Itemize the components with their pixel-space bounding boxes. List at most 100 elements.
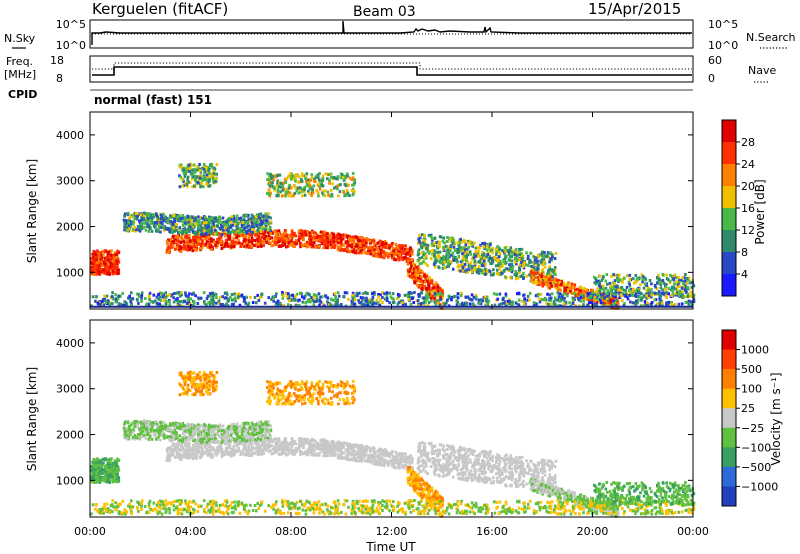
scatter-cell (209, 237, 213, 241)
scatter-cell (611, 294, 615, 298)
scatter-cell (672, 277, 675, 281)
scatter-cell (658, 280, 662, 284)
scatter-cell (250, 237, 254, 240)
scatter-cell (406, 268, 410, 272)
scatter-cell (431, 237, 434, 240)
scatter-cell (204, 215, 207, 219)
scatter-cell (593, 302, 596, 306)
scatter-cell (253, 219, 256, 223)
scatter-cell (195, 248, 198, 252)
scatter-cell (311, 191, 315, 195)
scatter-cell (132, 227, 135, 231)
scatter-cell (596, 287, 599, 291)
scatter-cell (91, 252, 94, 256)
scatter-cell (203, 237, 207, 241)
scatter-cell (372, 302, 375, 306)
scatter-cell (593, 275, 596, 279)
scatter-cell (174, 222, 178, 226)
scatter-cell (410, 258, 414, 262)
scatter-cell (538, 297, 541, 301)
scatter-cell (669, 273, 672, 277)
scatter-cell (151, 213, 155, 217)
scatter-cell (644, 278, 647, 282)
scatter-cell (554, 284, 557, 288)
scatter-cell (539, 278, 542, 281)
scatter-cell (646, 285, 650, 289)
scatter-cell (591, 288, 594, 292)
scatter-cell (223, 291, 227, 295)
scatter-cell (353, 190, 356, 194)
scatter-cell (457, 264, 460, 268)
scatter-cell (314, 245, 318, 249)
scatter-cell (525, 251, 528, 255)
scatter-cell (472, 295, 476, 299)
scatter-cell (606, 298, 610, 302)
scatter-cell (417, 250, 420, 254)
scatter-cell (643, 300, 647, 304)
scatter-cell (385, 251, 389, 255)
scatter-cell (426, 291, 430, 295)
colorbar-tick-label: 8 (741, 246, 748, 259)
scatter-cell (198, 218, 201, 222)
scatter-cell (579, 299, 583, 303)
scatter-cell (465, 247, 469, 251)
scatter-cell (307, 292, 310, 296)
scatter-cell (461, 249, 465, 253)
scatter-cell (459, 269, 462, 273)
scatter-cell (500, 264, 504, 268)
scatter-cell (394, 258, 398, 262)
scatter-cell (523, 302, 526, 306)
scatter-cell (190, 163, 194, 167)
scatter-cell (549, 270, 552, 273)
scatter-cell (343, 182, 347, 186)
scatter-cell (616, 302, 620, 306)
scatter-cell (204, 228, 208, 232)
scatter-cell (286, 244, 290, 248)
scatter-cell (186, 165, 189, 169)
scatter-cell (172, 300, 176, 304)
scatter-cell (346, 174, 349, 178)
scatter-cell (134, 227, 138, 231)
scatter-cell (623, 276, 626, 280)
scatter-cell (168, 293, 172, 297)
scatter-cell (295, 292, 299, 296)
scatter-cell (533, 268, 537, 271)
scatter-cell (142, 225, 146, 229)
scatter-cell (621, 278, 625, 282)
scatter-cell (438, 241, 441, 245)
scatter-cell (188, 217, 192, 221)
scatter-cell (606, 297, 609, 300)
scatter-cell (164, 291, 168, 295)
scatter-cell (236, 227, 239, 231)
scatter-cell (508, 248, 511, 252)
scatter-cell (578, 286, 582, 290)
scatter-cell (516, 292, 519, 296)
scatter-cell (439, 291, 442, 295)
scatter-cell (358, 301, 361, 305)
scatter-cell (152, 293, 156, 297)
scatter-cell (186, 218, 190, 222)
scatter-cell (430, 290, 434, 294)
scatter-cell (210, 231, 213, 235)
scatter-cell (213, 232, 217, 236)
scatter-cell (353, 178, 356, 182)
scatter-cell (501, 298, 505, 301)
scatter-cell (231, 230, 234, 233)
scatter-cell (372, 239, 376, 243)
scatter-cell (150, 218, 154, 222)
scatter-cell (211, 178, 215, 182)
scatter-cell (113, 255, 116, 259)
scatter-cell (420, 256, 424, 260)
scatter-cell (196, 229, 200, 233)
scatter-cell (203, 169, 207, 173)
scatter-cell (559, 297, 563, 301)
scatter-cell (352, 250, 355, 254)
scatter-cell (216, 244, 219, 248)
scatter-cell (586, 297, 589, 301)
scatter-cell (516, 276, 520, 280)
scatter-cell (520, 261, 523, 264)
scatter-cell (306, 298, 310, 302)
scatter-cell (645, 294, 649, 298)
scatter-cell (626, 297, 630, 301)
